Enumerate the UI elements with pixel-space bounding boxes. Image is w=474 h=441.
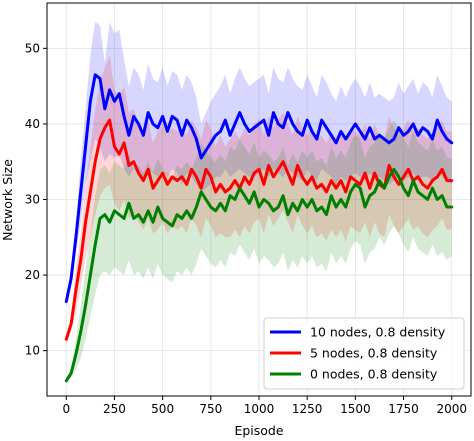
y-tick-label: 40 [25, 117, 40, 131]
confidence-band [66, 21, 452, 306]
x-tick-label: 1000 [244, 402, 275, 416]
x-tick-label: 1500 [340, 402, 371, 416]
y-tick-label: 20 [25, 268, 40, 282]
x-tick-label: 250 [103, 402, 126, 416]
legend-label: 0 nodes, 0.8 density [310, 367, 438, 382]
legend: 10 nodes, 0.8 density 5 nodes, 0.8 densit… [263, 317, 465, 390]
series-line [64, 73, 454, 304]
x-tick-label: 0 [62, 402, 70, 416]
series-line [64, 167, 454, 383]
y-axis-label: Network Size [0, 159, 15, 241]
x-axis-label: Episode [234, 423, 283, 438]
x-tick-label: 750 [199, 402, 222, 416]
legend-label: 5 nodes, 0.8 density [310, 346, 438, 361]
series-line [64, 118, 454, 341]
axis-ticks: 0 250 500 750 1000 1250 1500 1750 2000 10 20 30 40 50 [25, 41, 467, 416]
series-lines [64, 73, 454, 383]
x-tick-label: 1250 [292, 402, 323, 416]
y-tick-label: 50 [25, 41, 40, 55]
x-tick-label: 500 [151, 402, 174, 416]
y-tick-label: 10 [25, 344, 40, 358]
y-tick-label: 30 [25, 193, 40, 207]
x-tick-label: 2000 [436, 402, 467, 416]
legend-label: 10 nodes, 0.8 density [310, 325, 446, 340]
legend-frame [263, 317, 465, 390]
confidence-band [66, 55, 452, 344]
x-tick-label: 1750 [388, 402, 419, 416]
